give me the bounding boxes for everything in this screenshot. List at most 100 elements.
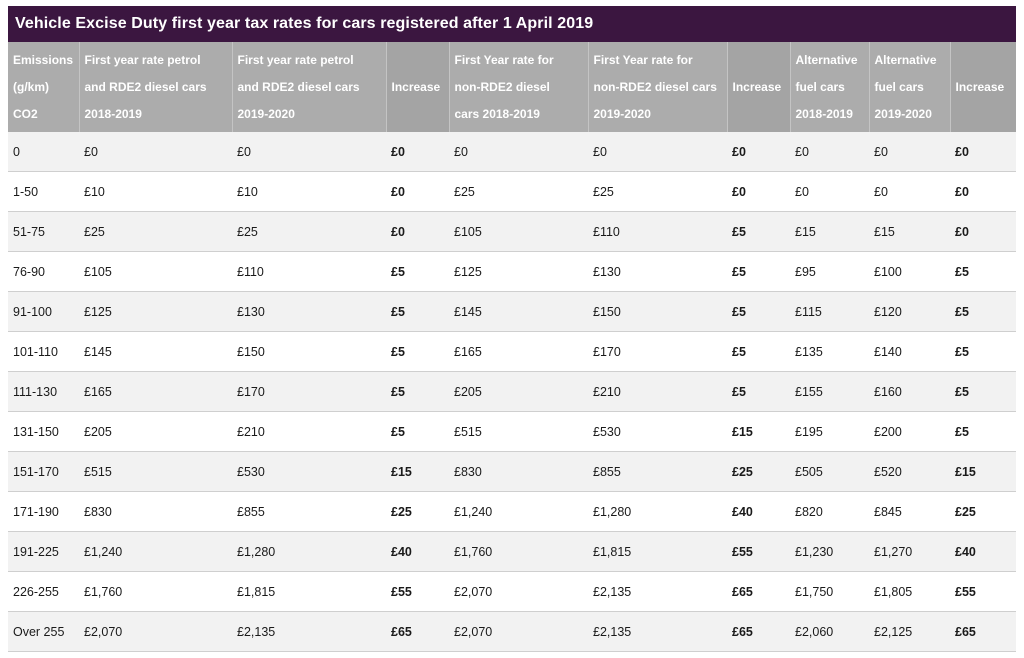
- rate-cell: £25: [588, 171, 727, 212]
- rate-cell: £0: [869, 132, 950, 172]
- increase-cell: £0: [727, 132, 790, 172]
- increase-cell: £5: [727, 251, 790, 292]
- rate-cell: £25: [79, 211, 232, 252]
- header-line: Alternative: [795, 52, 858, 67]
- rate-cell: £125: [79, 291, 232, 332]
- tax-rates-table-container: Vehicle Excise Duty first year tax rates…: [8, 6, 1016, 652]
- header-line: 2019-2020: [874, 106, 932, 121]
- rate-cell: £1,805: [869, 571, 950, 612]
- rate-cell: £10: [79, 171, 232, 212]
- table-row: 111-130 £165 £170 £5 £205 £210 £5 £155 £160 £5: [8, 371, 1016, 412]
- increase-cell: £25: [950, 491, 1016, 532]
- increase-cell: £0: [950, 132, 1016, 172]
- header-line: non-RDE2 diesel cars: [593, 79, 717, 94]
- increase-cell: £55: [950, 571, 1016, 612]
- increase-cell: £25: [386, 491, 449, 532]
- header-increase-alt-fuel: Increase: [950, 42, 1016, 132]
- table-header-row: Emissions (g/km) CO2 First year rate petrol…: [8, 42, 1016, 132]
- rate-cell: £15: [869, 211, 950, 252]
- increase-cell: £65: [950, 611, 1016, 652]
- increase-cell: £0: [950, 211, 1016, 252]
- increase-cell: £0: [727, 171, 790, 212]
- table-row: 76-90 £105 £110 £5 £125 £130 £5 £95 £100 £5: [8, 251, 1016, 292]
- rate-cell: £135: [790, 331, 869, 372]
- increase-cell: £0: [950, 171, 1016, 212]
- rate-cell: £2,070: [449, 571, 588, 612]
- increase-cell: £40: [727, 491, 790, 532]
- increase-cell: £5: [727, 371, 790, 412]
- header-petrol-rde2-2018-2019: First year rate petrol and RDE2 diesel ca…: [79, 42, 233, 132]
- rate-cell: £140: [869, 331, 950, 372]
- header-line: 2019-2020: [593, 106, 651, 121]
- header-alt-fuel-2019-2020: Alternative fuel cars 2019-2020: [869, 42, 951, 132]
- header-line: 2018-2019: [795, 106, 853, 121]
- rate-cell: £0: [449, 132, 588, 172]
- rate-cell: £1,240: [79, 531, 232, 572]
- table-row: 131-150 £205 £210 £5 £515 £530 £15 £195 £200 £5: [8, 411, 1016, 452]
- rate-cell: £515: [79, 451, 232, 492]
- rate-cell: £25: [232, 211, 386, 252]
- rate-cell: £165: [449, 331, 588, 372]
- rate-cell: £0: [232, 132, 386, 172]
- table-row: 1-50 £10 £10 £0 £25 £25 £0 £0 £0 £0: [8, 171, 1016, 212]
- rate-cell: £2,135: [232, 611, 386, 652]
- header-line: non-RDE2 diesel: [454, 79, 550, 94]
- rate-cell: £855: [588, 451, 727, 492]
- increase-cell: £25: [727, 451, 790, 492]
- rate-cell: £2,070: [79, 611, 232, 652]
- rate-cell: £1,815: [232, 571, 386, 612]
- rate-cell: £10: [232, 171, 386, 212]
- emissions-band-cell: 111-130: [8, 371, 79, 412]
- table-row: 0 £0 £0 £0 £0 £0 £0 £0 £0 £0: [8, 132, 1016, 172]
- header-line: (g/km): [13, 79, 49, 94]
- table-row: 226-255 £1,760 £1,815 £55 £2,070 £2,135 £65 £1,…: [8, 571, 1016, 612]
- rate-cell: £1,230: [790, 531, 869, 572]
- increase-cell: £0: [386, 211, 449, 252]
- rate-cell: £855: [232, 491, 386, 532]
- increase-cell: £5: [727, 291, 790, 332]
- rate-cell: £0: [869, 171, 950, 212]
- rate-cell: £530: [588, 411, 727, 452]
- increase-cell: £5: [386, 411, 449, 452]
- increase-cell: £5: [950, 411, 1016, 452]
- increase-cell: £5: [950, 251, 1016, 292]
- emissions-band-cell: 51-75: [8, 211, 79, 252]
- header-line: Increase: [955, 79, 1005, 94]
- increase-cell: £5: [386, 331, 449, 372]
- rate-cell: £1,750: [790, 571, 869, 612]
- rate-cell: £1,815: [588, 531, 727, 572]
- emissions-band-cell: 91-100: [8, 291, 79, 332]
- rate-cell: £1,280: [232, 531, 386, 572]
- rate-cell: £170: [232, 371, 386, 412]
- emissions-band-cell: Over 255: [8, 611, 79, 652]
- rate-cell: £110: [588, 211, 727, 252]
- rate-cell: £210: [232, 411, 386, 452]
- rate-cell: £15: [790, 211, 869, 252]
- header-non-rde2-2018-2019: First Year rate for non-RDE2 diesel cars 2…: [449, 42, 589, 132]
- rate-cell: £2,060: [790, 611, 869, 652]
- rate-cell: £115: [790, 291, 869, 332]
- rate-cell: £830: [79, 491, 232, 532]
- increase-cell: £65: [386, 611, 449, 652]
- rate-cell: £125: [449, 251, 588, 292]
- increase-cell: £65: [727, 571, 790, 612]
- header-line: First Year rate for: [454, 52, 554, 67]
- emissions-band-cell: 226-255: [8, 571, 79, 612]
- header-line: and RDE2 diesel cars: [84, 79, 207, 94]
- rate-cell: £205: [79, 411, 232, 452]
- rate-cell: £155: [790, 371, 869, 412]
- rate-cell: £2,135: [588, 611, 727, 652]
- rate-cell: £0: [790, 171, 869, 212]
- table-row: 191-225 £1,240 £1,280 £40 £1,760 £1,815 £55 £1,…: [8, 531, 1016, 572]
- rate-cell: £530: [232, 451, 386, 492]
- increase-cell: £5: [386, 371, 449, 412]
- header-line: 2018-2019: [84, 106, 142, 121]
- increase-cell: £65: [727, 611, 790, 652]
- increase-cell: £15: [727, 411, 790, 452]
- rate-cell: £820: [790, 491, 869, 532]
- table-row: 101-110 £145 £150 £5 £165 £170 £5 £135 £140 £5: [8, 331, 1016, 372]
- table-row: 151-170 £515 £530 £15 £830 £855 £25 £505 £520 £15: [8, 451, 1016, 492]
- emissions-band-cell: 1-50: [8, 171, 79, 212]
- rate-cell: £0: [588, 132, 727, 172]
- emissions-band-cell: 151-170: [8, 451, 79, 492]
